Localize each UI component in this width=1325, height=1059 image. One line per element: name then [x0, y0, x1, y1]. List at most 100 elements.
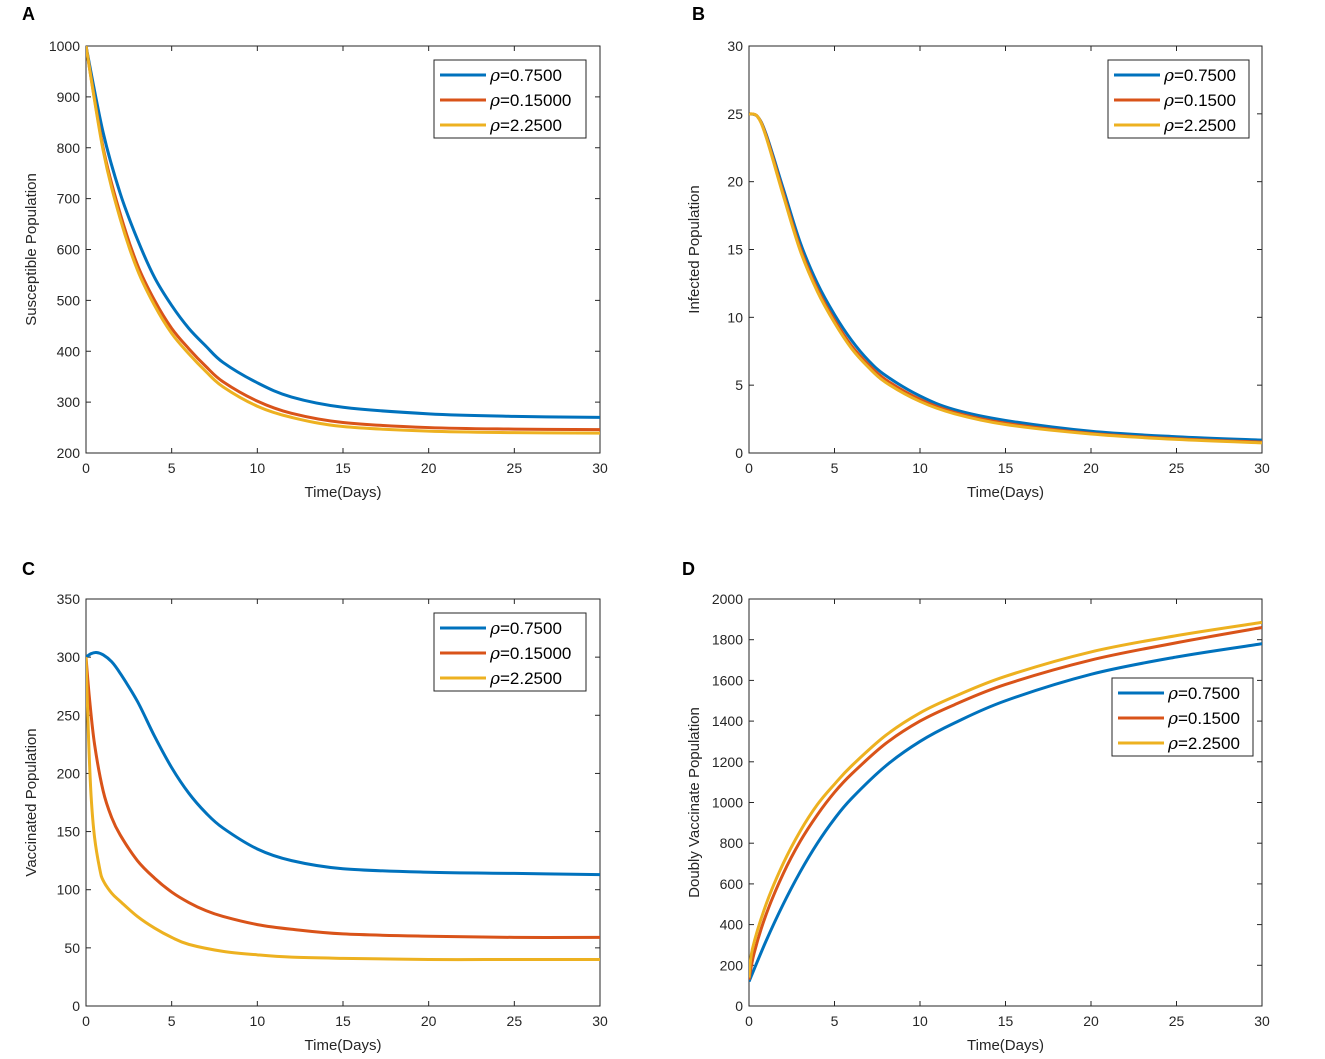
y-tick-label: 1400 [712, 713, 743, 729]
legend-label: ρ=2.2500 [1167, 734, 1240, 754]
y-tick-label: 20 [727, 174, 743, 190]
legend-symbol: ρ [1163, 116, 1174, 136]
x-tick-label: 0 [745, 1013, 753, 1029]
panel-letter: A [22, 4, 35, 24]
y-tick-label: 600 [720, 876, 744, 892]
y-axis-label: Susceptible Population [23, 173, 40, 326]
panel-letter: D [682, 559, 695, 579]
y-tick-label: 300 [57, 394, 81, 410]
x-tick-label: 15 [998, 460, 1014, 476]
legend-value: =2.2500 [1174, 116, 1236, 135]
chart-panel-c: C0 5 10 15 20 25 30050100150200250300350Time(D… [22, 559, 608, 1054]
x-tick-label: 5 [168, 460, 176, 476]
x-tick-label: 15 [335, 1013, 351, 1029]
legend-symbol: ρ [1163, 66, 1174, 86]
legend-label: ρ=0.15000 [489, 644, 571, 664]
y-tick-label: 25 [727, 106, 743, 122]
y-tick-label: 600 [57, 242, 81, 258]
x-tick-label: 5 [168, 1013, 176, 1029]
series-line-3 [86, 46, 600, 435]
legend-value: =0.15000 [500, 644, 571, 663]
x-tick-label: 10 [250, 460, 266, 476]
x-tick-label: 20 [421, 460, 437, 476]
y-tick-label: 50 [64, 940, 80, 956]
series-line-3 [86, 657, 600, 962]
y-tick-label: 900 [57, 89, 81, 105]
x-tick-label: 5 [831, 1013, 839, 1029]
y-tick-label: 1000 [49, 38, 80, 54]
series-line-2 [749, 626, 1262, 980]
x-tick-label: 20 [1083, 1013, 1099, 1029]
x-tick-label: 0 [82, 460, 90, 476]
y-tick-label: 400 [57, 343, 81, 359]
chart-panel-a: A 0 5 10 15 20 25 30 200 300 400 500 600 700 800 900 100… [22, 4, 608, 501]
x-tick-label: 30 [1254, 460, 1270, 476]
y-tick-label: 500 [57, 292, 81, 308]
y-tick-label: 1200 [712, 754, 743, 770]
series-line-1 [86, 46, 600, 419]
x-tick-label: 20 [1083, 460, 1099, 476]
legend-symbol: ρ [489, 91, 500, 111]
x-tick-label: 30 [592, 1013, 608, 1029]
y-tick-label: 0 [735, 445, 743, 461]
y-tick-label: 400 [720, 917, 744, 933]
legend-value: =0.15000 [500, 91, 571, 110]
x-tick-label: 15 [335, 460, 351, 476]
x-tick-label: 10 [912, 460, 928, 476]
y-tick-label: 1000 [712, 795, 743, 811]
legend-label: ρ=2.2500 [1163, 116, 1236, 136]
x-tick-label: 0 [82, 1013, 90, 1029]
y-tick-label: 1600 [712, 672, 743, 688]
x-tick-label: 20 [421, 1013, 437, 1029]
chart-panel-b: B 0 5 10 15 20 25 30 0 5 10 15 20 25 30 Time(Days) Infec… [686, 4, 1270, 501]
y-axis-label: Vaccinated Population [23, 728, 40, 876]
legend-symbol: ρ [1167, 709, 1178, 729]
x-tick-label: 30 [1254, 1013, 1270, 1029]
legend-label: ρ=0.7500 [1167, 684, 1240, 704]
legend-value: =0.7500 [500, 66, 562, 85]
y-tick-label: 150 [57, 824, 81, 840]
y-tick-label: 250 [57, 707, 81, 723]
x-tick-label: 15 [998, 1013, 1014, 1029]
x-tick-label: 25 [1169, 460, 1185, 476]
y-tick-label: 200 [720, 957, 744, 973]
y-tick-label: 10 [727, 309, 743, 325]
x-tick-label: 25 [507, 460, 523, 476]
y-tick-label: 30 [727, 38, 743, 54]
y-tick-label: 800 [720, 835, 744, 851]
legend-label: ρ=2.2500 [489, 116, 562, 136]
legend-label: ρ=0.1500 [1167, 709, 1240, 729]
y-tick-label: 0 [72, 998, 80, 1014]
series-line-1 [86, 650, 600, 877]
panel-letter: B [692, 4, 705, 24]
series-line-3 [749, 620, 1262, 978]
y-tick-label: 200 [57, 445, 81, 461]
legend-symbol: ρ [1163, 91, 1174, 111]
y-tick-label: 350 [57, 591, 81, 607]
legend-value: =0.7500 [1178, 684, 1240, 703]
x-tick-label: 5 [831, 460, 839, 476]
series-line-3 [749, 112, 1262, 445]
legend-symbol: ρ [489, 669, 500, 689]
legend-label: ρ=0.15000 [489, 91, 571, 111]
y-tick-label: 0 [735, 998, 743, 1014]
legend-label: ρ=2.2500 [489, 669, 562, 689]
legend-symbol: ρ [1167, 684, 1178, 704]
x-tick-label: 10 [912, 1013, 928, 1029]
x-tick-label: 25 [1169, 1013, 1185, 1029]
y-tick-label: 300 [57, 649, 81, 665]
legend-value: =2.2500 [500, 116, 562, 135]
legend-value: =2.2500 [500, 669, 562, 688]
legend-symbol: ρ [489, 619, 500, 639]
legend-symbol: ρ [489, 66, 500, 86]
y-tick-label: 15 [727, 242, 743, 258]
legend-label: ρ=0.7500 [1163, 66, 1236, 86]
legend-label: ρ=0.1500 [1163, 91, 1236, 111]
chart-panel-d: D 0 5 10 15 20 25 30 0 200 400 600 800 1000 1200 1400 16… [682, 559, 1270, 1054]
legend-symbol: ρ [1167, 734, 1178, 754]
y-tick-label: 200 [57, 765, 81, 781]
y-tick-label: 100 [57, 882, 81, 898]
x-tick-label: 25 [507, 1013, 523, 1029]
legend-label: ρ=0.7500 [489, 66, 562, 86]
